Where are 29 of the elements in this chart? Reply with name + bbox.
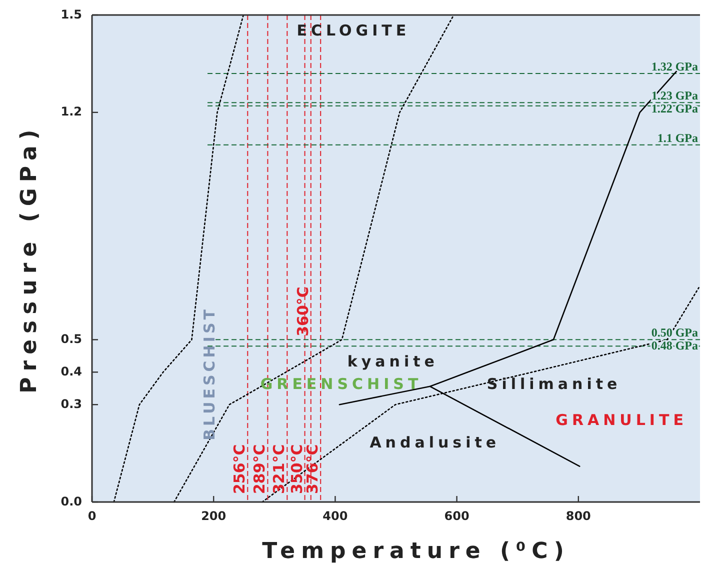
annotation: Sillimanite: [486, 375, 622, 394]
ref-line-label: 1.22 GPa: [651, 102, 698, 116]
x-tick-label: 600: [444, 509, 470, 523]
annotation: Andalusite: [370, 434, 500, 452]
ref-line-label: 321°C: [270, 444, 288, 494]
y-tick-label: 0.3: [60, 396, 82, 411]
annotation: GRANULITE: [556, 410, 688, 429]
ref-line-label: 256°C: [230, 444, 249, 494]
x-tick-label: 200: [201, 509, 226, 523]
y-axis-title: Pressure (GPa): [17, 124, 42, 394]
y-tick-label: 0.4: [60, 364, 82, 378]
ref-line-label: 1.32 GPa: [651, 59, 698, 74]
ref-line-label: 1.1 GPa: [657, 130, 698, 145]
x-tick-label: 400: [322, 509, 348, 523]
y-tick-label: 0.5: [60, 332, 82, 346]
ref-line-label: 0.50 GPa: [651, 326, 698, 340]
annotation: kyanite: [347, 352, 438, 371]
ref-line-label: 360°C: [294, 286, 312, 336]
y-tick-label: 0.0: [60, 494, 82, 508]
y-tick-label: 1.2: [60, 104, 82, 119]
x-tick-label: 800: [566, 509, 591, 523]
x-axis-title: Temperature (⁰C): [262, 539, 570, 564]
ref-line-label: 376°C: [304, 444, 322, 494]
ref-line-label: 289°C: [250, 444, 269, 494]
ref-line-label: 350°C: [288, 444, 306, 494]
x-tick-label: 0: [88, 509, 96, 523]
y-tick-label: 1.5: [60, 7, 82, 22]
annotation: ECLOGITE: [296, 21, 410, 40]
annotation: BLUESCHIST: [200, 306, 219, 440]
